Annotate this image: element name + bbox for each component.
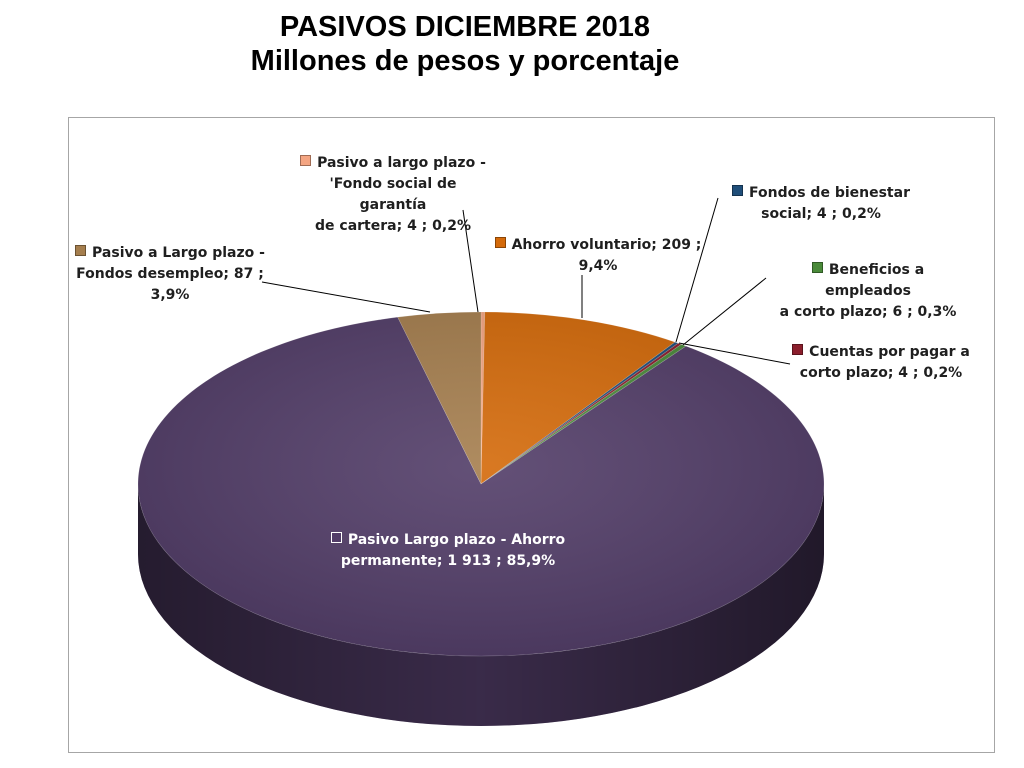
leader-line-6: [261, 281, 431, 313]
leader-line-4: [682, 277, 767, 346]
data-label-6-line-2: 3,9%: [70, 285, 270, 306]
legend-key-6: [75, 245, 87, 256]
data-label-6: Pasivo a Largo plazo - Fondos desempleo; …: [70, 243, 270, 306]
data-label-4: Beneficios a empleados a corto plazo; 6 ;…: [768, 260, 968, 323]
data-label-3-line-1: corto plazo; 4 ; 0,2%: [776, 363, 986, 384]
pie-top-shading: [138, 312, 824, 656]
chart-title-line-2: Millones de pesos y porcentaje: [250, 45, 680, 77]
data-label-text-3-0: Cuentas por pagar a: [809, 344, 970, 360]
data-label-2-line-1: social; 4 ; 0,2%: [726, 204, 916, 225]
chart-area-frame: [68, 117, 995, 753]
data-label-4-line-1: a corto plazo; 6 ; 0,3%: [768, 302, 968, 323]
data-label-text-0-1: 'Fondo social de garantía: [329, 176, 457, 213]
data-label-text-1-1: 9,4%: [578, 258, 618, 274]
data-label-0-line-0: Pasivo a largo plazo -: [298, 153, 488, 174]
data-label-1: Ahorro voluntario; 209 ; 9,4%: [490, 235, 706, 277]
data-label-6-line-0: Pasivo a Largo plazo -: [70, 243, 270, 264]
data-label-1-line-0: Ahorro voluntario; 209 ;: [490, 235, 706, 256]
pie-slice-side-shade-5: [138, 484, 824, 726]
data-label-text-5-1: permanente; 1 913 ; 85,9%: [340, 553, 556, 569]
data-label-text-3-1: corto plazo; 4 ; 0,2%: [799, 365, 963, 381]
data-label-4-line-0: Beneficios a empleados: [768, 260, 968, 302]
data-label-3: Cuentas por pagar a corto plazo; 4 ; 0,2%: [776, 342, 986, 384]
leader-line-3: [678, 342, 791, 365]
data-label-3-line-0: Cuentas por pagar a: [776, 342, 986, 363]
data-label-text-6-1: Fondos desempleo; 87 ;: [76, 266, 264, 282]
legend-key-1: [494, 237, 506, 248]
chart-title-line-1: PASIVOS DICIEMBRE 2018: [279, 11, 651, 43]
data-label-text-6-0: Pasivo a Largo plazo -: [92, 245, 265, 261]
legend-key-2: [732, 185, 743, 196]
data-label-text-4-0: Beneficios a empleados: [825, 262, 925, 299]
data-label-text-5-0: Pasivo Largo plazo - Ahorro: [347, 532, 566, 548]
legend-key-4: [811, 262, 823, 273]
data-label-text-0-0: Pasivo a largo plazo -: [317, 155, 486, 171]
legend-key-5: [330, 532, 342, 543]
data-label-2-line-0: Fondos de bienestar: [726, 183, 916, 204]
data-label-1-line-1: 9,4%: [490, 256, 706, 277]
data-label-0-line-2: de cartera; 4 ; 0,2%: [298, 216, 488, 237]
legend-key-0: [300, 155, 312, 166]
data-label-5-line-0: Pasivo Largo plazo - Ahorro: [318, 530, 578, 551]
leader-line-2: [675, 197, 719, 343]
data-label-text-2-1: social; 4 ; 0,2%: [761, 206, 881, 222]
leader-line-0: [462, 209, 479, 313]
data-label-5-line-1: permanente; 1 913 ; 85,9%: [318, 551, 578, 572]
data-label-text-4-1: a corto plazo; 6 ; 0,3%: [779, 304, 957, 320]
data-label-text-1-0: Ahorro voluntario; 209 ;: [511, 237, 702, 253]
data-label-0-line-1: 'Fondo social de garantía: [298, 174, 488, 216]
legend-key-3: [792, 344, 804, 355]
data-label-2: Fondos de bienestar social; 4 ; 0,2%: [726, 183, 916, 225]
data-label-text-0-2: de cartera; 4 ; 0,2%: [315, 218, 471, 234]
chart-title: PASIVOS DICIEMBRE 2018 Millones de pesos…: [0, 10, 930, 78]
data-label-text-6-2: 3,9%: [150, 287, 190, 303]
data-label-text-2-0: Fondos de bienestar: [749, 185, 910, 201]
data-label-0: Pasivo a largo plazo - 'Fondo social de g…: [298, 153, 488, 237]
data-label-6-line-1: Fondos desempleo; 87 ;: [70, 264, 270, 285]
data-label-5: Pasivo Largo plazo - Ahorro permanente; 1…: [318, 530, 578, 572]
